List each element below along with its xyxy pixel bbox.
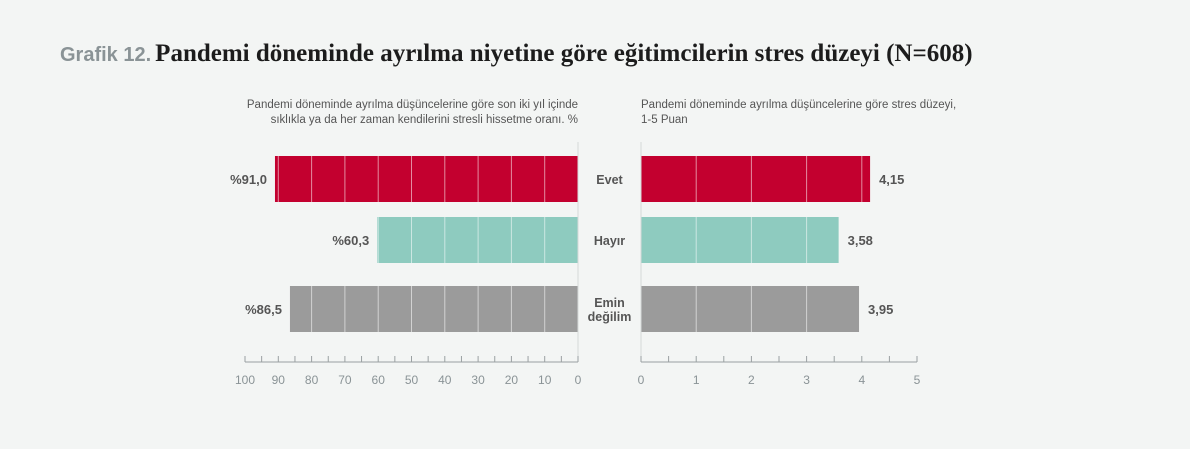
left-x-tick-label: 10 (538, 373, 552, 387)
left-subtitle-line-1: Pandemi döneminde ayrılma düşüncelerine … (246, 99, 578, 111)
right-panel-subtitle: Pandemi döneminde ayrılma düşüncelerine … (641, 98, 1061, 128)
left-x-tick-label: 100 (235, 373, 255, 387)
right-value-label-emin_degilim: 3,95 (868, 302, 893, 317)
left-x-tick-label: 60 (372, 373, 386, 387)
category-label-emin_degilim: değilim (588, 310, 632, 324)
left-x-tick-label: 20 (505, 373, 519, 387)
left-x-tick-label: 30 (471, 373, 485, 387)
right-x-tick-label: 2 (748, 373, 755, 387)
left-bar-evet (274, 156, 578, 202)
right-bar-hayir (641, 217, 839, 263)
left-panel-subtitle: Pandemi döneminde ayrılma düşüncelerine … (158, 98, 578, 128)
right-value-label-evet: 4,15 (879, 172, 904, 187)
chart-title: Grafik 12. Pandemi döneminde ayrılma niye… (60, 40, 973, 68)
left-x-tick-label: 50 (405, 373, 419, 387)
left-value-label-evet: %91,0 (230, 172, 267, 187)
left-x-tick-label: 0 (575, 373, 582, 387)
right-x-tick-label: 1 (693, 373, 700, 387)
title-main: Pandemi döneminde ayrılma niyetine göre … (155, 40, 973, 67)
category-label-hayir: Hayır (594, 234, 625, 248)
right-x-tick-label: 5 (914, 373, 921, 387)
left-x-tick-label: 40 (438, 373, 452, 387)
right-x-tick-label: 0 (638, 373, 645, 387)
right-subtitle-line-1: Pandemi döneminde ayrılma düşüncelerine … (641, 99, 957, 111)
right-bar-evet (641, 156, 871, 202)
left-subtitle-line-2: sıklıkla ya da her zaman kendilerini str… (270, 114, 578, 126)
left-value-label-emin_degilim: %86,5 (245, 302, 282, 317)
category-label-evet: Evet (596, 173, 623, 187)
right-value-label-hayir: 3,58 (848, 233, 873, 248)
right-x-tick-label: 4 (858, 373, 865, 387)
left-value-label-hayir: %60,3 (332, 233, 369, 248)
right-bar-emin_degilim (641, 286, 860, 332)
right-subtitle-line-2: 1-5 Puan (641, 114, 688, 126)
category-label-emin_degilim: Emin (594, 296, 625, 310)
title-prefix: Grafik 12. (60, 44, 152, 66)
left-bar-emin_degilim (289, 286, 578, 332)
left-x-tick-label: 80 (305, 373, 319, 387)
left-x-tick-label: 70 (338, 373, 352, 387)
left-x-tick-label: 90 (272, 373, 286, 387)
right-x-tick-label: 3 (803, 373, 810, 387)
